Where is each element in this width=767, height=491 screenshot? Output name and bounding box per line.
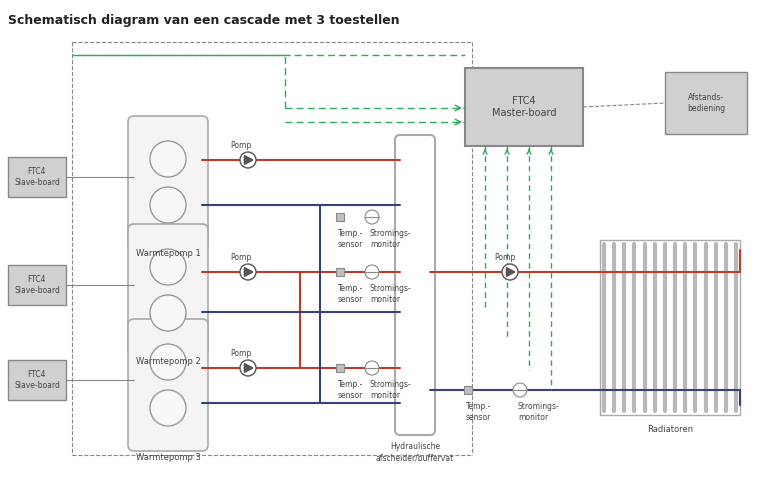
Text: Temp.-
sensor: Temp.- sensor bbox=[338, 229, 364, 249]
Bar bbox=[600, 240, 740, 415]
FancyBboxPatch shape bbox=[395, 135, 435, 435]
Bar bbox=[665, 72, 747, 134]
Text: Pomp: Pomp bbox=[230, 253, 252, 263]
Text: Temp.-
sensor: Temp.- sensor bbox=[338, 380, 364, 400]
Circle shape bbox=[365, 210, 379, 224]
Circle shape bbox=[513, 383, 527, 397]
Text: Pomp: Pomp bbox=[230, 141, 252, 151]
FancyBboxPatch shape bbox=[128, 319, 208, 451]
Bar bbox=[8, 157, 66, 197]
Text: Stromings-
monitor: Stromings- monitor bbox=[370, 229, 412, 249]
Circle shape bbox=[240, 152, 256, 168]
Text: Stromings-
monitor: Stromings- monitor bbox=[370, 380, 412, 400]
Text: Stromings-
monitor: Stromings- monitor bbox=[370, 284, 412, 304]
Bar bbox=[8, 360, 66, 400]
Bar bbox=[464, 386, 472, 394]
Text: FTC4
Slave-board: FTC4 Slave-board bbox=[14, 370, 60, 390]
Circle shape bbox=[150, 187, 186, 223]
Text: Pomp: Pomp bbox=[230, 350, 252, 358]
Bar bbox=[8, 265, 66, 305]
Text: Radiatoren: Radiatoren bbox=[647, 425, 693, 434]
Circle shape bbox=[150, 344, 186, 380]
Circle shape bbox=[150, 390, 186, 426]
Polygon shape bbox=[245, 156, 253, 164]
Text: Temp.-
sensor: Temp.- sensor bbox=[466, 402, 492, 422]
Circle shape bbox=[240, 360, 256, 376]
Text: Pomp: Pomp bbox=[495, 253, 515, 263]
FancyBboxPatch shape bbox=[128, 116, 208, 248]
Text: Schematisch diagram van een cascade met 3 toestellen: Schematisch diagram van een cascade met … bbox=[8, 14, 400, 27]
Text: Warmtepomp 2: Warmtepomp 2 bbox=[136, 357, 200, 366]
Circle shape bbox=[502, 264, 518, 280]
Bar bbox=[336, 213, 344, 221]
Polygon shape bbox=[245, 364, 253, 372]
Text: Warmtepomp 1: Warmtepomp 1 bbox=[136, 249, 200, 258]
Text: Hydraulische
afscheider/buffervat: Hydraulische afscheider/buffervat bbox=[376, 442, 454, 462]
FancyBboxPatch shape bbox=[128, 224, 208, 356]
Text: Stromings-
monitor: Stromings- monitor bbox=[518, 402, 560, 422]
Text: FTC4
Slave-board: FTC4 Slave-board bbox=[14, 167, 60, 187]
Text: FTC4
Slave-board: FTC4 Slave-board bbox=[14, 275, 60, 295]
Bar bbox=[336, 268, 344, 276]
Polygon shape bbox=[245, 268, 253, 276]
Circle shape bbox=[365, 361, 379, 375]
Circle shape bbox=[150, 141, 186, 177]
Bar bbox=[465, 68, 583, 146]
Bar bbox=[336, 364, 344, 372]
Polygon shape bbox=[506, 268, 515, 276]
Text: FTC4
Master-board: FTC4 Master-board bbox=[492, 96, 556, 118]
Text: Afstands-
bediening: Afstands- bediening bbox=[687, 93, 725, 113]
Circle shape bbox=[365, 265, 379, 279]
Circle shape bbox=[240, 264, 256, 280]
Circle shape bbox=[150, 295, 186, 331]
Text: Temp.-
sensor: Temp.- sensor bbox=[338, 284, 364, 304]
Text: Warmtepomp 3: Warmtepomp 3 bbox=[136, 453, 200, 462]
Circle shape bbox=[150, 249, 186, 285]
